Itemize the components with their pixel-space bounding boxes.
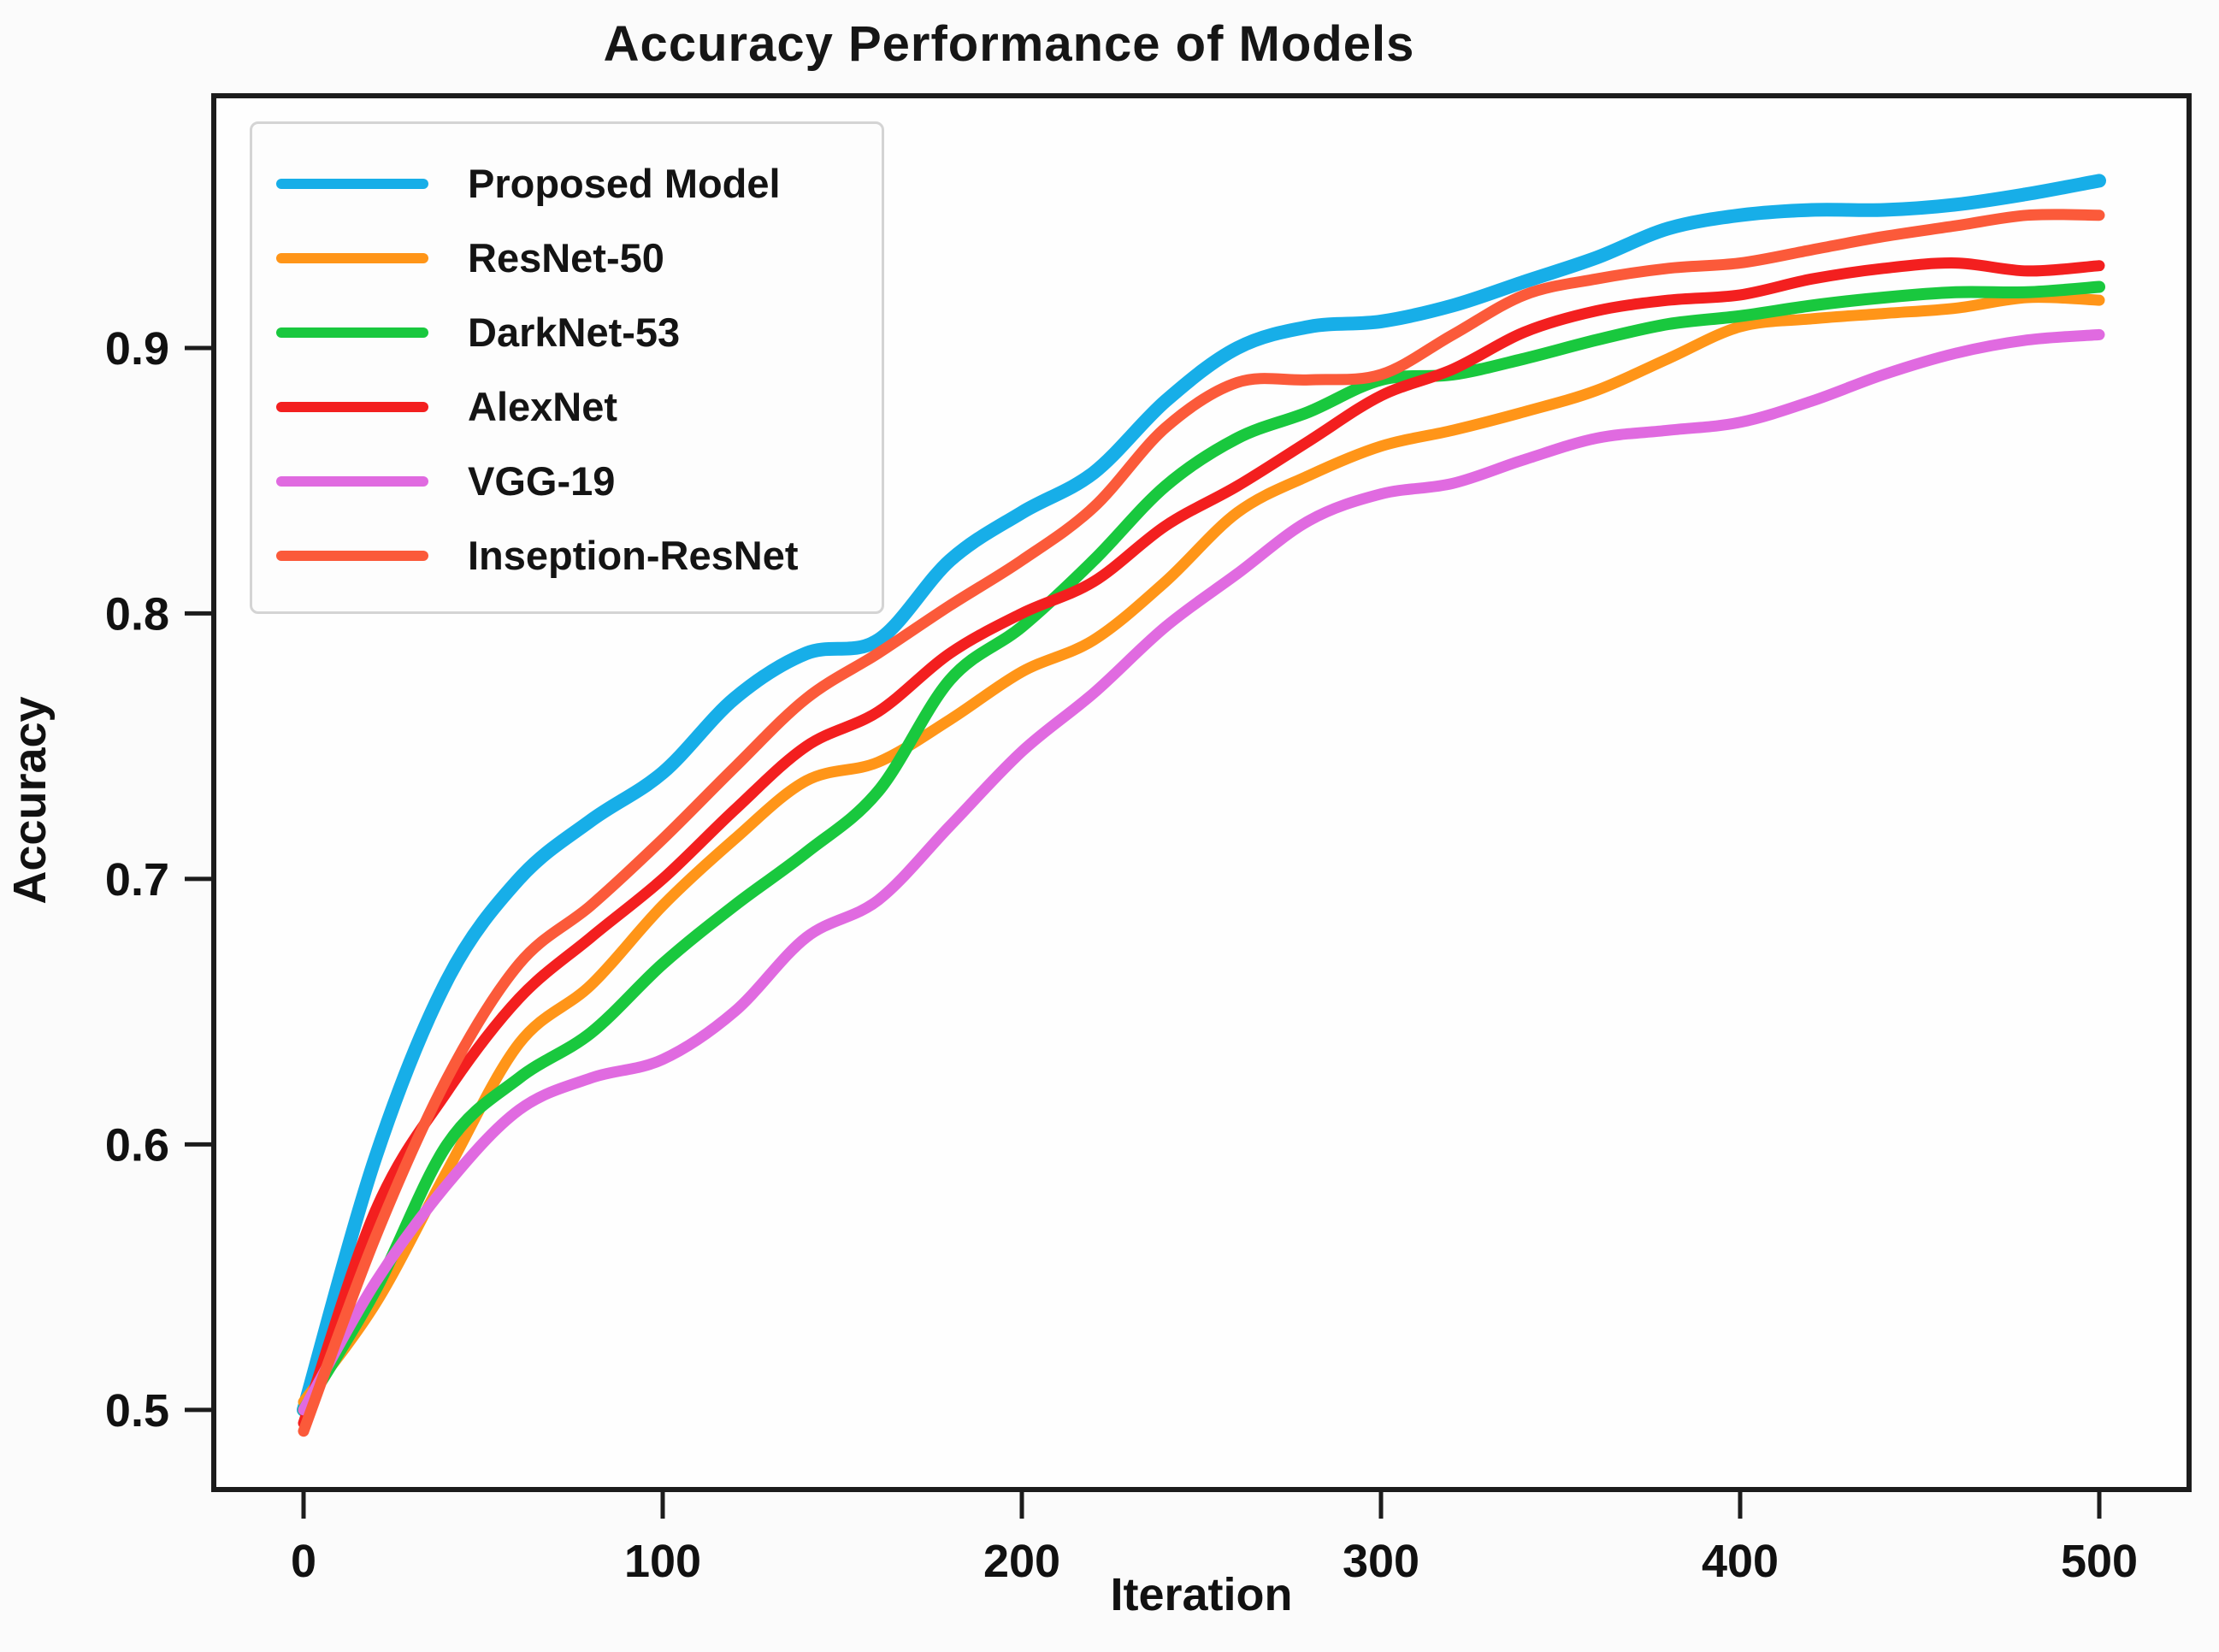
x-tick-label: 200: [983, 1536, 1060, 1587]
legend-item-alexnet: AlexNet: [276, 369, 865, 444]
legend-item-vgg-19: VGG-19: [276, 444, 865, 518]
plot-border: [211, 93, 2192, 1492]
x-tick-label: 300: [1343, 1536, 1419, 1587]
series-line-alexnet: [298, 257, 2105, 1429]
legend-item-proposed-model: Proposed Model: [276, 146, 865, 221]
series-line-proposed-model: [297, 174, 2106, 1417]
legend-line-swatch-icon: [276, 401, 428, 412]
chart-title: Accuracy Performance of Models: [603, 16, 1415, 72]
legend-label: Proposed Model: [468, 161, 781, 206]
y-tick-label: 0.9: [105, 323, 169, 375]
series-line-resnet-50: [298, 292, 2105, 1408]
legend-label: AlexNet: [468, 384, 618, 429]
y-tick-label: 0.5: [105, 1385, 169, 1437]
legend-label: DarkNet-53: [468, 310, 681, 355]
x-tick-label: 400: [1702, 1536, 1779, 1587]
x-tick-label: 500: [2061, 1536, 2138, 1587]
legend-line-swatch-icon: [276, 252, 428, 263]
legend-item-inseption-resnet: Inseption-ResNet: [276, 518, 865, 593]
chart-legend: Proposed Model ResNet-50 DarkNet-53 AlexNet…: [250, 121, 884, 614]
legend-line-swatch-icon: [276, 475, 428, 487]
x-tick-label: 0: [291, 1536, 316, 1587]
legend-label: VGG-19: [468, 458, 616, 504]
legend-label: ResNet-50: [468, 235, 664, 280]
legend-item-darknet-53: DarkNet-53: [276, 295, 865, 369]
series-line-inseption-resnet: [298, 209, 2105, 1437]
legend-label: Inseption-ResNet: [468, 533, 799, 578]
legend-item-resnet-50: ResNet-50: [276, 221, 865, 295]
x-tick-label: 100: [624, 1536, 701, 1587]
y-tick-label: 0.7: [105, 854, 169, 906]
legend-line-swatch-icon: [276, 327, 428, 338]
x-axis-label: Iteration: [1110, 1569, 1293, 1620]
legend-line-swatch-icon: [276, 550, 428, 561]
series-line-vgg-19: [298, 328, 2105, 1416]
y-tick-label: 0.6: [105, 1119, 169, 1171]
y-tick-label: 0.8: [105, 588, 169, 640]
series-line-darknet-53: [298, 280, 2105, 1416]
legend-line-swatch-icon: [276, 178, 428, 189]
